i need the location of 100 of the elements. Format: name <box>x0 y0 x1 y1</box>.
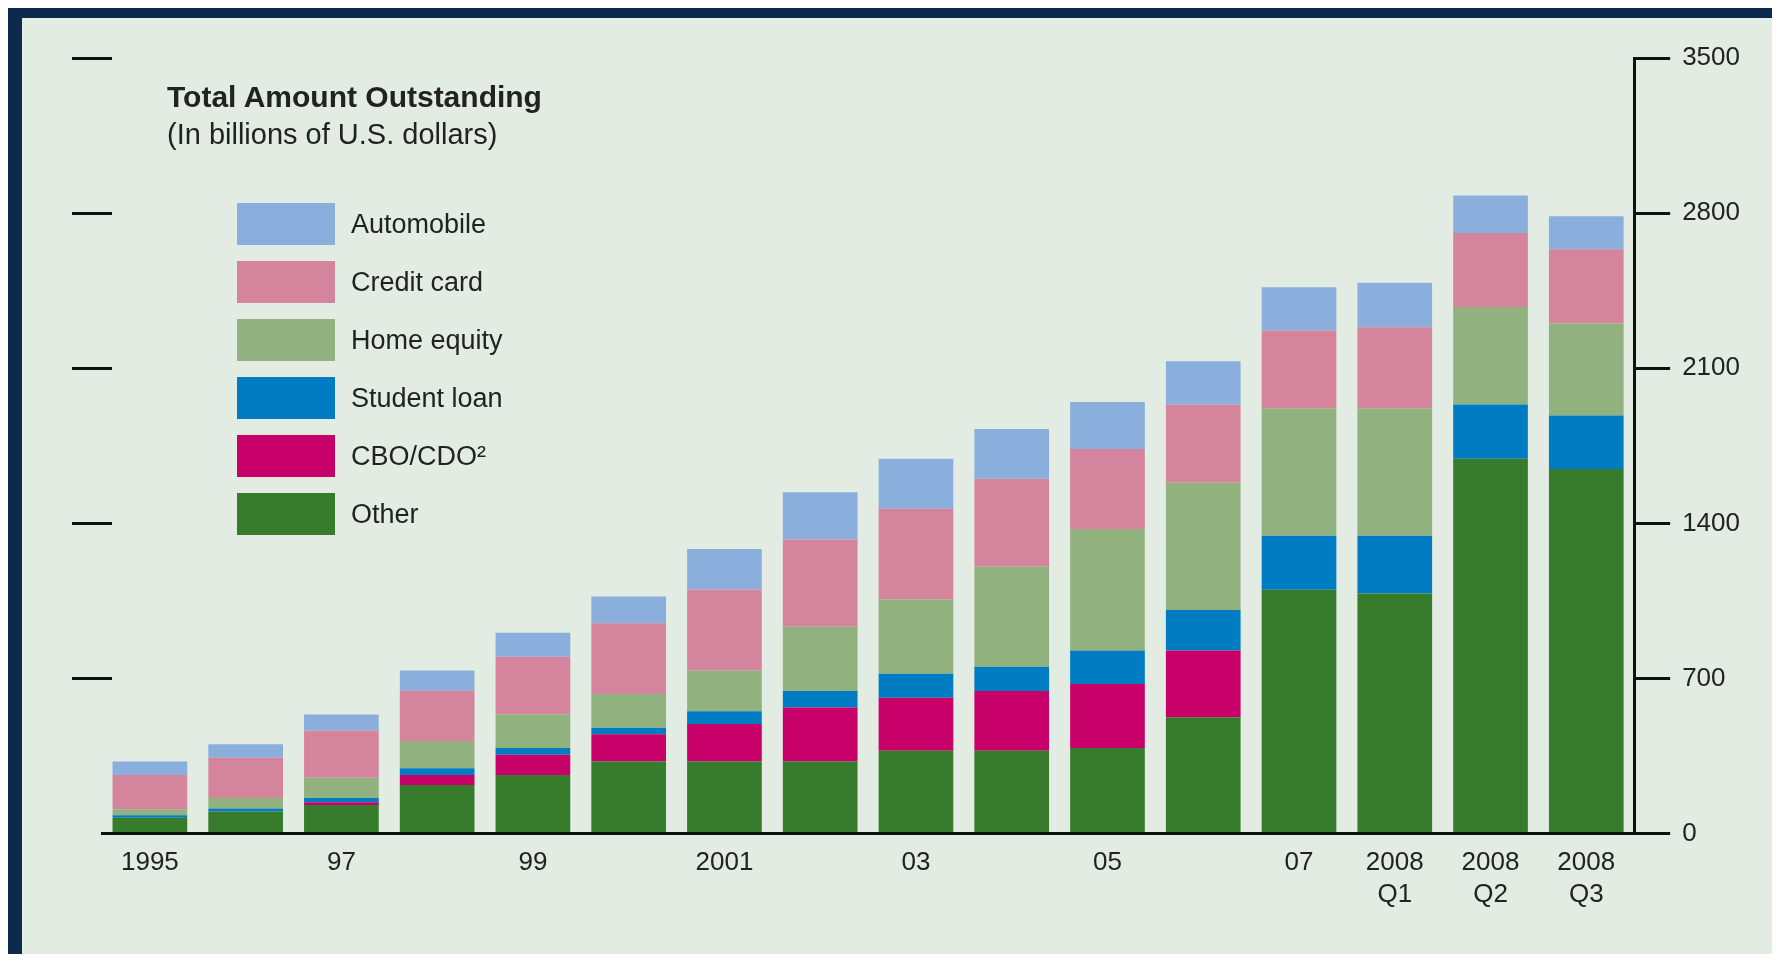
bar <box>495 748 571 755</box>
bar <box>1070 449 1145 530</box>
bar <box>112 817 188 833</box>
legend-label: CBO/CDO² <box>351 440 486 472</box>
bar <box>974 566 1050 667</box>
bar <box>1453 458 1528 833</box>
bar <box>1357 535 1433 594</box>
bar <box>687 549 762 590</box>
bar <box>1261 535 1337 590</box>
bar <box>974 666 1050 692</box>
bar <box>1165 717 1241 833</box>
bar <box>1548 323 1624 416</box>
bar <box>399 670 475 691</box>
bar <box>782 761 858 833</box>
bar <box>495 632 571 657</box>
bar <box>782 492 858 540</box>
bar <box>304 777 379 798</box>
x-tick-label: 2008 Q1 <box>1365 846 1424 908</box>
bar <box>1165 650 1241 718</box>
bar <box>591 727 667 735</box>
bar <box>1453 233 1528 308</box>
bar <box>1261 589 1337 833</box>
bar <box>782 707 858 762</box>
x-tick-label: 99 <box>518 846 548 877</box>
bar <box>1357 593 1433 833</box>
bar <box>782 626 858 692</box>
bar <box>304 730 379 778</box>
x-tick-label: 2008 Q2 <box>1461 846 1520 908</box>
x-tick-label: 2008 Q3 <box>1557 846 1616 908</box>
bar <box>304 714 379 731</box>
bar <box>1261 330 1337 409</box>
bar <box>878 599 954 674</box>
bar <box>878 673 954 698</box>
bar <box>1165 482 1241 611</box>
x-tick-label: 07 <box>1284 846 1314 877</box>
y-tick-label: 3500 <box>1682 41 1740 72</box>
bar <box>1165 361 1241 405</box>
bar <box>1453 404 1528 459</box>
bar <box>495 714 571 749</box>
bar <box>1357 282 1433 328</box>
bar <box>591 623 667 694</box>
bar <box>1165 610 1241 651</box>
x-tick-label: 2001 <box>695 846 754 877</box>
bar <box>974 691 1050 751</box>
y-tick-label: 0 <box>1682 816 1697 847</box>
bar <box>591 734 667 762</box>
bar <box>495 656 571 715</box>
bar <box>782 691 858 708</box>
bar <box>878 697 954 751</box>
legend-label: Home equity <box>351 324 503 356</box>
legend-label: Other <box>351 498 419 530</box>
bar <box>1453 307 1528 405</box>
x-tick-label: 97 <box>326 846 356 877</box>
bar <box>591 596 667 624</box>
bar <box>591 693 667 728</box>
bar <box>782 539 858 627</box>
x-tick-label: 1995 <box>120 846 179 877</box>
bar <box>399 785 475 833</box>
bar <box>112 815 188 818</box>
bar <box>591 761 667 833</box>
bar <box>304 802 379 806</box>
legend-label: Automobile <box>351 208 487 240</box>
bar <box>1548 216 1624 250</box>
text: Total Amount Outstanding <box>167 80 542 114</box>
bar <box>974 428 1050 479</box>
bar <box>878 458 954 509</box>
bar <box>974 478 1050 567</box>
bar <box>1548 249 1624 324</box>
bar <box>1548 469 1624 833</box>
bar <box>878 508 954 600</box>
bar <box>1070 684 1145 749</box>
bar <box>1261 287 1337 331</box>
bar <box>1357 327 1433 409</box>
bar <box>495 754 571 775</box>
bar <box>687 589 762 671</box>
bar <box>687 711 762 724</box>
bar <box>1357 408 1433 536</box>
bar <box>1548 415 1624 470</box>
legend-label: Credit card <box>351 266 484 298</box>
y-tick-label: 700 <box>1682 661 1726 692</box>
bar <box>1453 195 1528 234</box>
bar <box>878 750 954 833</box>
legend-label: Student loan <box>351 382 503 414</box>
y-tick-label: 2800 <box>1682 196 1740 227</box>
y-tick-label: 2100 <box>1682 351 1740 382</box>
bar <box>112 774 188 810</box>
bar <box>112 761 188 775</box>
bar <box>304 797 379 803</box>
bar <box>687 723 762 762</box>
bar <box>1165 404 1241 483</box>
bar <box>304 805 379 833</box>
y-tick-label: 1400 <box>1682 506 1740 537</box>
bar <box>112 809 188 816</box>
bar <box>1261 408 1337 536</box>
bar <box>974 750 1050 833</box>
bar <box>1070 529 1145 651</box>
bar <box>208 811 283 833</box>
bar <box>399 740 475 769</box>
bar <box>399 774 475 786</box>
bar <box>399 768 475 775</box>
